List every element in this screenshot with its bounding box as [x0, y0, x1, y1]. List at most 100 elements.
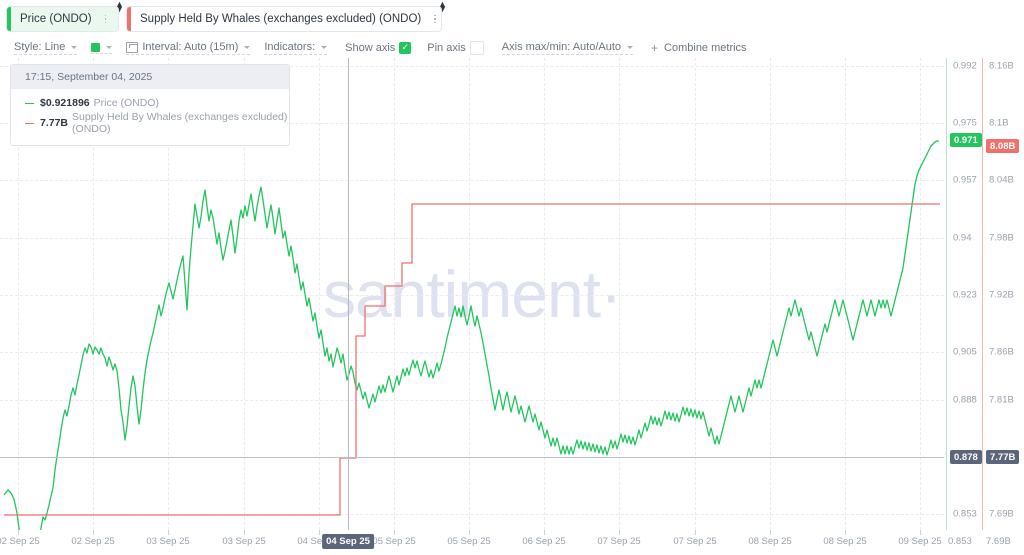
style-label: Style: Line — [14, 41, 66, 53]
style-selector[interactable]: Style: Line — [14, 41, 78, 55]
x-tick-mark — [469, 530, 470, 535]
chevron-down-icon — [321, 45, 328, 49]
x-axis-tick-label: 06 Sep 25 — [522, 536, 566, 547]
x-axis-tick-label: 07 Sep 25 — [597, 536, 641, 547]
axis-minmax-selector[interactable]: Axis max/min: Auto/Auto — [501, 41, 634, 55]
grid-line-vertical — [619, 58, 620, 530]
tooltip-timestamp: 17:15, September 04, 2025 — [11, 65, 289, 89]
baseline — [0, 457, 944, 458]
axis-tick-label: 0.992 — [953, 60, 977, 72]
x-axis-tick-label: 05 Sep 25 — [447, 536, 491, 547]
x-axis-tick-label: 02 Sep 25 — [0, 536, 40, 547]
grid-line-horizontal — [0, 123, 944, 124]
axis-tick-label: 0.905 — [953, 346, 977, 358]
kebab-menu-icon[interactable] — [429, 7, 441, 31]
combine-metrics-button[interactable]: + Combine metrics — [651, 41, 747, 56]
grid-line-horizontal — [0, 180, 944, 181]
indicators-selector[interactable]: Indicators: — [264, 41, 328, 55]
grid-line-horizontal — [0, 352, 944, 353]
indicators-label: Indicators: — [264, 41, 316, 53]
interval-icon — [126, 41, 139, 53]
grid-line-horizontal — [0, 400, 944, 401]
checkbox-unchecked-icon[interactable] — [469, 40, 484, 55]
grid-line-horizontal — [0, 66, 944, 67]
chevron-down-icon: ▼ — [115, 4, 124, 14]
axis-minmax-label: Axis max/min: Auto/Auto — [501, 41, 622, 53]
x-axis-tick-label: 02 Sep 25 — [71, 536, 115, 547]
y-axis-price[interactable]: 0.9920.9750.9570.940.9230.9050.8880.870.… — [946, 58, 982, 530]
plus-icon: + — [651, 40, 659, 55]
x-axis-corner-price-value: 0.853 — [948, 536, 972, 547]
crosshair-vertical — [348, 58, 349, 530]
axis-tick-label: 0.853 — [953, 508, 977, 520]
chevron-down-icon — [244, 45, 251, 49]
color-selector[interactable] — [91, 42, 113, 54]
tab-supply-held-by-whales[interactable]: Supply Held By Whales (exchanges exclude… — [126, 6, 442, 32]
grid-line-vertical — [168, 58, 169, 530]
grid-line-vertical — [394, 58, 395, 530]
axis-tick-label: 7.69B — [989, 508, 1014, 520]
tab-accent-bar — [7, 7, 11, 31]
interval-selector[interactable]: Interval: Auto (15m) — [126, 41, 251, 55]
series-line-price — [3, 140, 939, 530]
drag-handle-tab-0[interactable]: ▲ ▼ — [114, 0, 125, 14]
x-axis-tick-label: 08 Sep 25 — [823, 536, 867, 547]
x-axis-cursor-badge: 04 Sep 25 — [322, 534, 374, 549]
axis-tick-label: 7.81B — [989, 394, 1014, 406]
show-axis-toggle[interactable]: Show axis ✓ — [345, 41, 412, 55]
grid-line-horizontal — [0, 514, 944, 515]
axis-line — [946, 58, 947, 530]
grid-line-vertical — [93, 58, 94, 530]
close-icon[interactable]: ✕ — [112, 7, 119, 31]
tab-accent-bar — [127, 7, 131, 31]
pin-axis-label: Pin axis — [427, 41, 466, 54]
axis-current-value-badge: 8.08B — [986, 139, 1020, 153]
axis-tick-label: 0.975 — [953, 117, 977, 129]
grid-line-horizontal — [0, 238, 944, 239]
x-tick-mark — [544, 530, 545, 535]
grid-line-vertical — [544, 58, 545, 530]
series-color-dash-icon — [25, 102, 34, 104]
x-tick-mark — [920, 530, 921, 535]
axis-line — [982, 58, 983, 530]
interval-label: Interval: Auto (15m) — [142, 41, 239, 53]
pin-axis-toggle[interactable]: Pin axis — [427, 40, 484, 56]
series-color-dash-icon — [25, 122, 34, 124]
tooltip-row-whales: 7.77B Supply Held By Whales (exchanges e… — [25, 111, 289, 135]
chevron-down-icon — [106, 45, 113, 49]
close-icon[interactable]: ✕ — [441, 7, 442, 31]
axis-current-value-badge: 0.971 — [950, 133, 982, 147]
show-axis-label: Show axis — [345, 41, 396, 54]
x-axis-tick-label: 09 Sep 25 — [898, 536, 942, 547]
chevron-down-icon — [627, 45, 634, 49]
grid-line-vertical — [845, 58, 846, 530]
axis-tick-label: 0.888 — [953, 394, 977, 406]
chevron-up-icon: ▲ — [115, 0, 124, 9]
grid-line-vertical — [319, 58, 320, 530]
axis-tick-label: 0.94 — [953, 232, 972, 244]
x-axis-tick-label: 08 Sep 25 — [748, 536, 792, 547]
x-axis[interactable]: 02 Sep 25 02 Sep 25 03 Sep 25 03 Sep 25 04 S… — [0, 530, 1024, 555]
checkbox-checked-icon[interactable]: ✓ — [399, 41, 412, 54]
series-line-whales — [4, 203, 940, 516]
drag-handle-tab-1[interactable]: ▲ ▼ — [437, 0, 448, 14]
axis-tick-label: 8.16B — [989, 60, 1014, 72]
tooltip-value: $0.921896 — [40, 97, 90, 109]
axis-cursor-value-badge: 7.77B — [986, 450, 1020, 464]
grid-line-horizontal — [0, 295, 944, 296]
x-tick-mark — [695, 530, 696, 535]
tooltip-row-price: $0.921896 Price (ONDO) — [25, 97, 289, 109]
tooltip-series-name: Price (ONDO) — [93, 97, 159, 109]
kebab-menu-icon[interactable] — [100, 7, 112, 31]
axis-tick-label: 8.04B — [989, 174, 1014, 186]
tab-price-ondo[interactable]: Price (ONDO) ✕ — [6, 6, 119, 32]
y-axis-whales[interactable]: 8.16B8.1B8.04B7.98B7.92B7.86B7.81B7.75B7… — [982, 58, 1024, 530]
chevron-up-icon: ▲ — [438, 0, 447, 9]
x-axis-tick-label: 05 Sep 25 — [372, 536, 416, 547]
grid-line-vertical — [770, 58, 771, 530]
axis-tick-label: 0.957 — [953, 174, 977, 186]
axis-tick-label: 8.1B — [989, 117, 1009, 129]
x-tick-mark — [770, 530, 771, 535]
chart-tooltip: 17:15, September 04, 2025 $0.921896 Pric… — [10, 64, 290, 146]
x-tick-mark — [93, 530, 94, 535]
